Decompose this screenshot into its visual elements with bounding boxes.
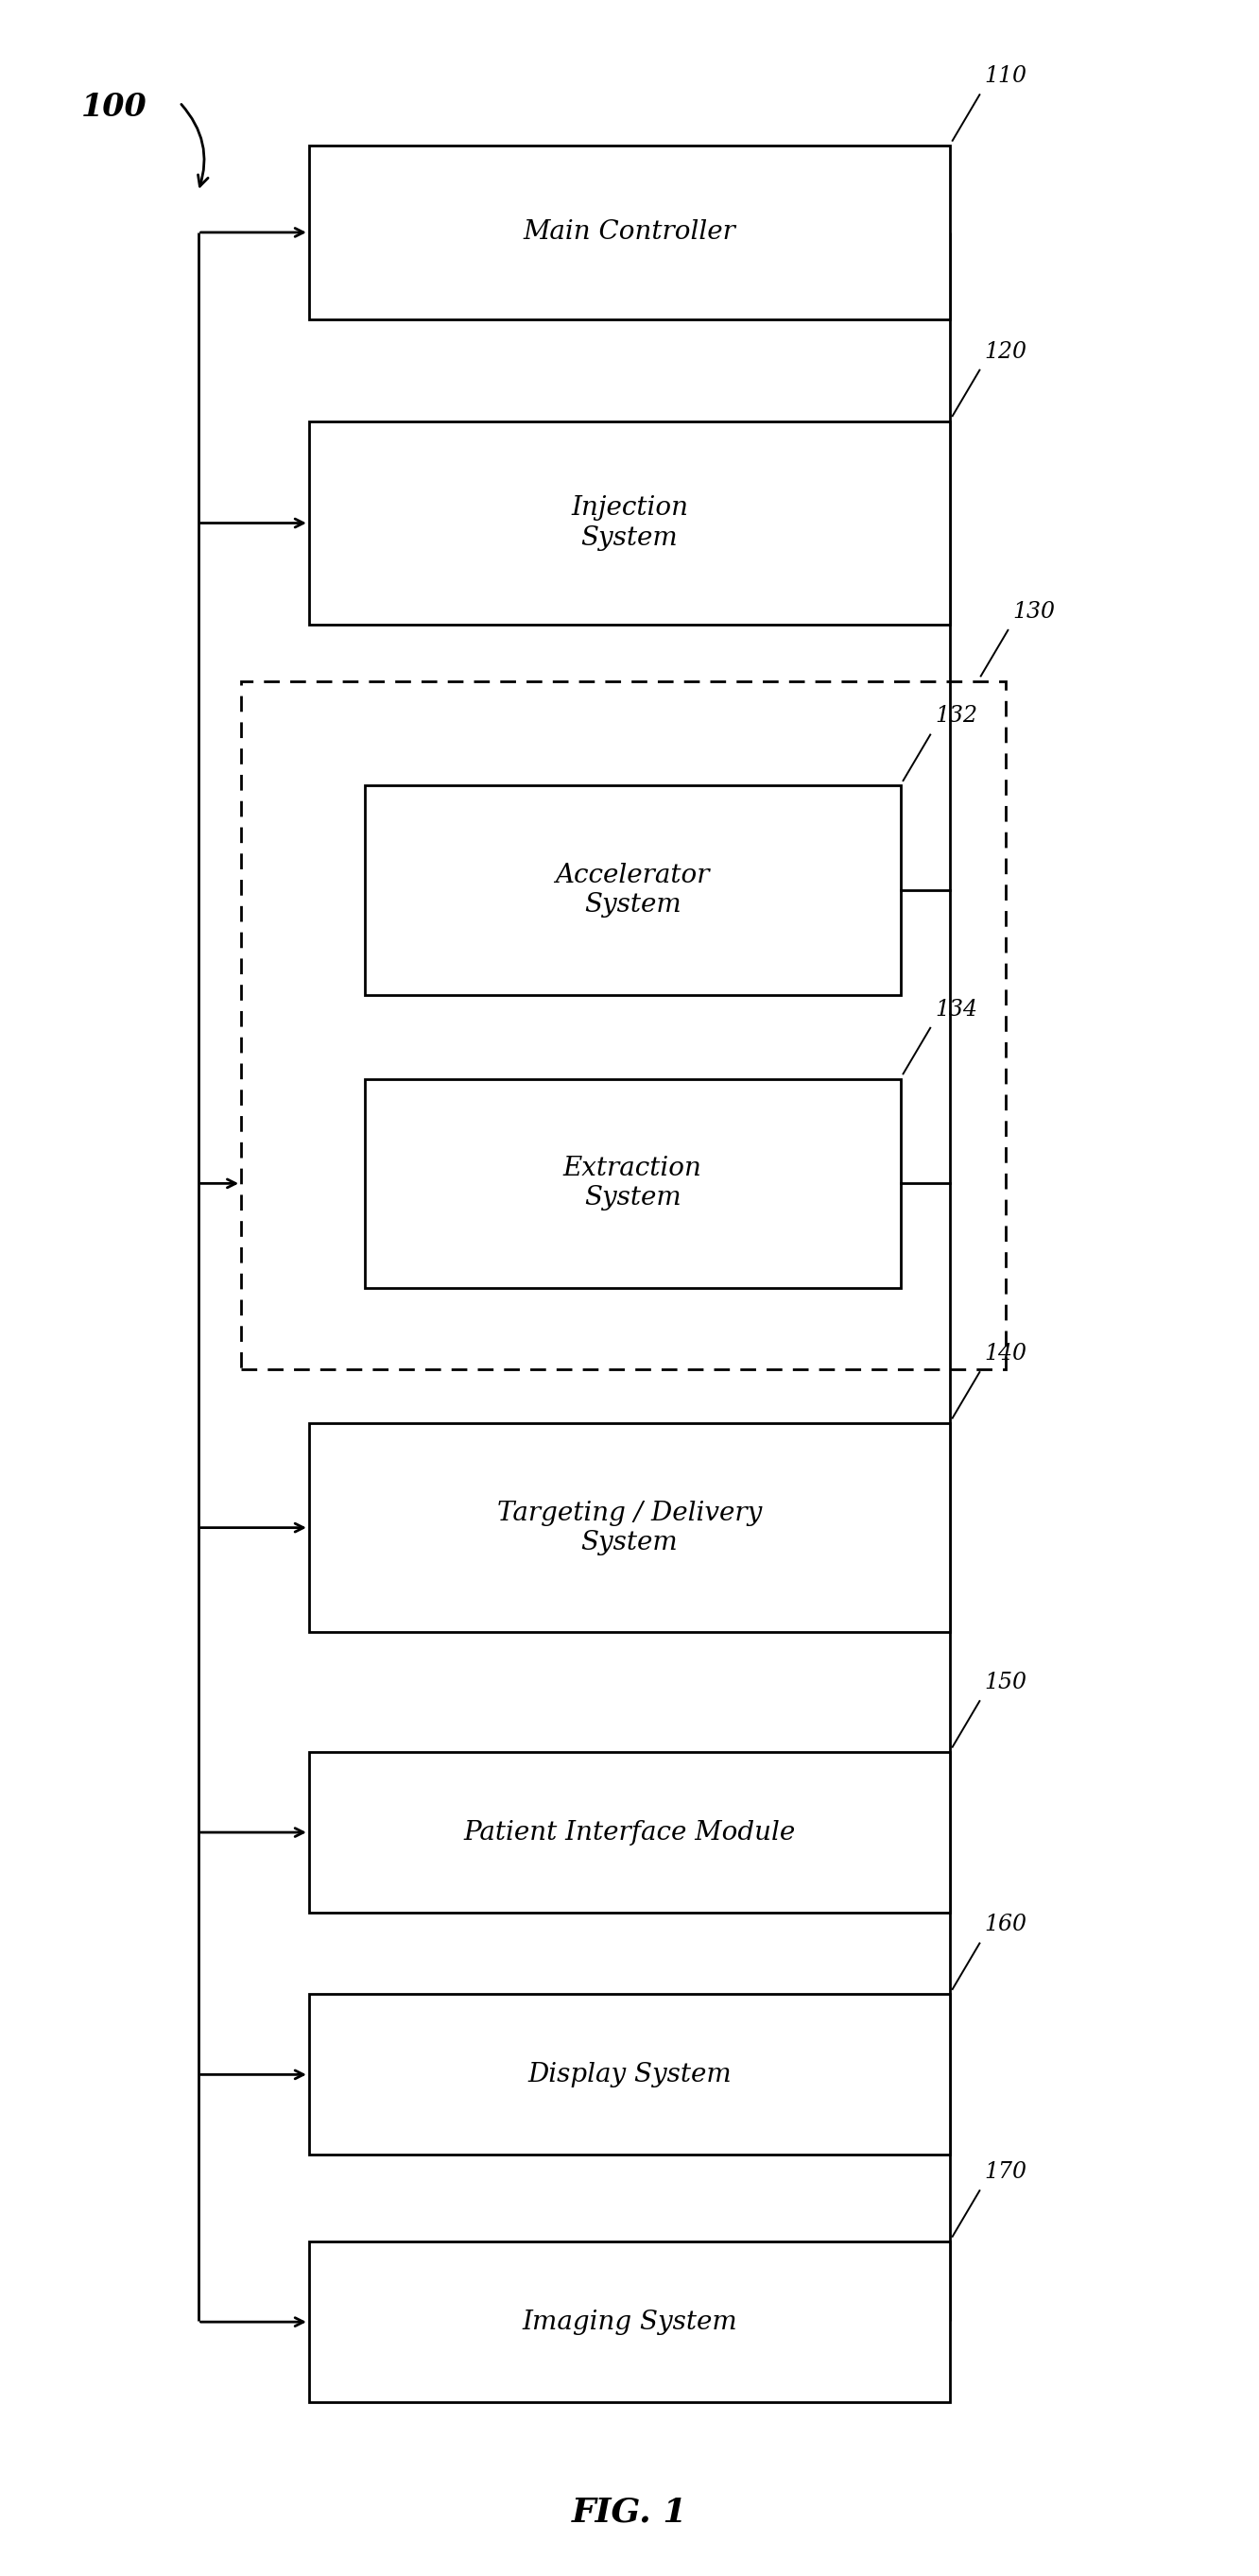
Text: Patient Interface Module: Patient Interface Module xyxy=(463,1819,796,1844)
Bar xyxy=(308,2241,951,2403)
Text: 110: 110 xyxy=(985,64,1027,88)
Bar xyxy=(308,1994,951,2156)
Text: 134: 134 xyxy=(935,999,978,1020)
Bar xyxy=(308,420,951,626)
Bar xyxy=(308,147,951,319)
Bar xyxy=(308,1752,951,1914)
Text: 120: 120 xyxy=(985,340,1027,363)
Text: Main Controller: Main Controller xyxy=(524,219,735,245)
Text: 130: 130 xyxy=(1013,600,1055,623)
Bar xyxy=(364,786,900,994)
Text: 132: 132 xyxy=(935,706,978,726)
Text: 160: 160 xyxy=(985,1914,1027,1935)
Text: Extraction
System: Extraction System xyxy=(563,1157,703,1211)
Text: 150: 150 xyxy=(985,1672,1027,1692)
Text: 100: 100 xyxy=(81,93,147,124)
Text: FIG. 1: FIG. 1 xyxy=(572,2496,687,2527)
Bar xyxy=(308,1422,951,1633)
Bar xyxy=(242,680,1006,1370)
Text: Imaging System: Imaging System xyxy=(522,2308,737,2334)
Text: 170: 170 xyxy=(985,2161,1027,2182)
Bar xyxy=(364,1079,900,1288)
Text: Targeting / Delivery
System: Targeting / Delivery System xyxy=(497,1499,762,1556)
Text: Injection
System: Injection System xyxy=(570,495,689,551)
Text: Display System: Display System xyxy=(528,2061,731,2087)
Text: 140: 140 xyxy=(985,1342,1027,1365)
Text: Accelerator
System: Accelerator System xyxy=(555,863,710,917)
